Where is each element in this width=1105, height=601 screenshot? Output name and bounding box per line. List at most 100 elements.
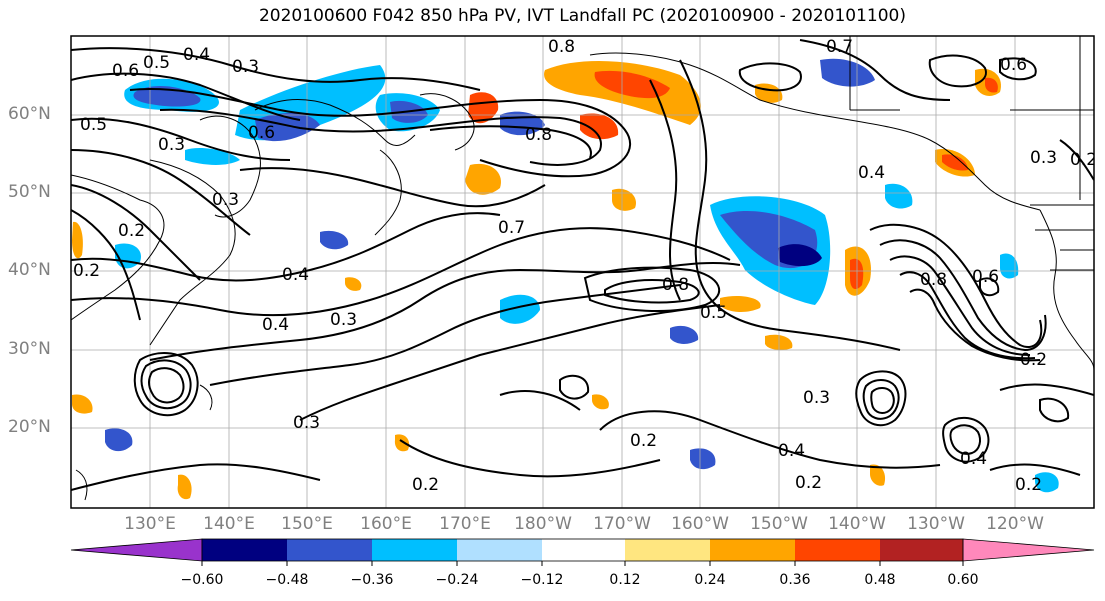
shading-pos [720,296,761,312]
shading-pos [468,92,499,124]
contour-label: 0.8 [662,275,689,295]
contour-label: 0.6 [248,123,275,143]
contour-label: 0.3 [232,57,259,77]
contour-label: 0.6 [1000,55,1027,75]
colorbar-segment [710,539,795,561]
shading-pos [72,221,83,259]
colorbar-tick-label: 0.48 [864,572,896,588]
shading-pos [72,394,93,414]
shading-pos [580,113,619,140]
colorbar-segment [372,539,457,561]
shading-neg [778,244,822,267]
lat-label: 40°N [8,260,51,280]
map-plot-area: 0.6 0.5 0.4 0.3 0.5 0.3 0.6 0.3 0.2 0.2 … [71,36,1094,508]
lon-label: 160°W [671,514,729,534]
shading-neg [105,428,133,452]
contour-label-layer: 0.6 0.5 0.4 0.3 0.5 0.3 0.6 0.3 0.2 0.2 … [73,37,1094,495]
lon-label: 140°W [828,514,886,534]
contour-label: 0.4 [282,265,309,285]
lat-label: 20°N [8,417,51,437]
shading-neg [255,113,320,142]
lon-label: 130°E [124,514,176,534]
contour-label: 0.2 [73,261,100,281]
contour-label: 0.6 [112,61,139,81]
lon-label: 160°E [360,514,412,534]
colorbar-high-extension [962,538,1095,562]
shading-pos [985,77,998,93]
contour-label: 0.4 [778,441,805,461]
contour-label: 0.4 [960,449,987,469]
lon-label: 150°E [281,514,333,534]
contour-label: 0.2 [795,473,822,493]
lon-label: 170°W [593,514,651,534]
contour-label: 0.2 [1020,350,1047,370]
map-frame [70,35,1095,509]
contour-label: 0.4 [858,163,885,183]
colorbar-tick-label: −0.60 [180,572,224,588]
contour-label: 0.3 [293,413,320,433]
lat-label: 30°N [8,339,51,359]
shading-pos [177,474,192,500]
colorbar-segment [625,539,710,561]
colorbar-tick-label: 0.60 [947,572,979,588]
colorbar-segment [457,539,542,561]
shading-neg [185,148,240,165]
shading-neg [1000,253,1019,279]
contour-label: 0.4 [262,315,289,335]
contour-label: 0.5 [143,53,170,73]
lon-label: 140°E [203,514,255,534]
colorbar-tick-label: 0.36 [779,572,811,588]
contour-label: 0.8 [525,125,552,145]
shading-pos [612,188,636,211]
map-title: 2020100600 F042 850 hPa PV, IVT Landfall… [258,6,906,26]
contour-label: 0.5 [80,115,107,135]
shading-neg [670,325,699,344]
shading-neg [690,448,716,470]
shading-pos [942,154,968,171]
contour-label: 0.7 [498,218,525,238]
lon-label: 170°E [439,514,491,534]
lon-label: 120°W [986,514,1044,534]
contour-label: 0.6 [972,267,999,287]
colorbar-segment [202,539,287,561]
lat-label: 60°N [8,104,51,124]
pv-contours [71,39,1094,491]
shading-neg [320,230,349,250]
colorbar-tick-label: −0.12 [520,572,564,588]
shading-pos [394,434,410,452]
colorbar-low-extension [70,538,203,562]
shading-neg [820,58,875,87]
contour-label: 0.8 [548,37,575,57]
contour-label: 0.5 [700,303,727,323]
shading-neg [1035,472,1059,493]
coastlines [71,36,1094,501]
shading-pos [594,70,670,99]
contour-label: 0.3 [803,388,830,408]
colorbar [70,538,1095,566]
colorbar-tick-label: 0.12 [609,572,641,588]
contour-label: 0.2 [630,431,657,451]
shading-pos [870,464,886,486]
contour-label: 0.2 [1015,475,1042,495]
contour-label: 0.2 [412,475,439,495]
contour-label: 0.7 [826,37,853,57]
lon-label: 180°W [514,514,572,534]
contour-label: 0.2 [118,221,145,241]
shading-pos [592,394,609,410]
lon-label: 130°W [907,514,965,534]
contour-label: 0.3 [330,310,357,330]
colorbar-segment [880,539,963,561]
contour-label: 0.8 [920,270,947,290]
lon-label: 150°W [750,514,808,534]
colorbar-tick-label: −0.24 [435,572,479,588]
colorbar-segment [542,539,625,561]
contour-label: 0.3 [212,190,239,210]
colorbar-tick-label: −0.48 [265,572,309,588]
shading-neg [885,183,913,209]
contour-label: 0.3 [158,135,185,155]
colorbar-segment [795,539,880,561]
colorbar-tick-label: 0.24 [694,572,726,588]
colorbar-tick-label: −0.36 [350,572,394,588]
shading-pos [465,163,501,195]
